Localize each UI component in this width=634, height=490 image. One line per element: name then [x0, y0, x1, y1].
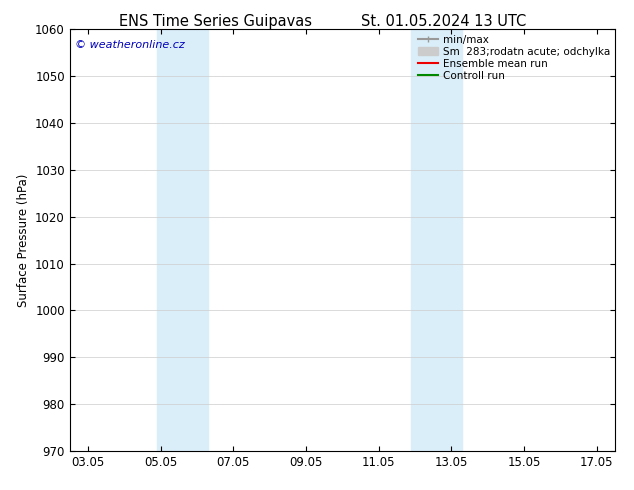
- Bar: [157, 29, 208, 451]
- Text: St. 01.05.2024 13 UTC: St. 01.05.2024 13 UTC: [361, 14, 526, 29]
- Y-axis label: Surface Pressure (hPa): Surface Pressure (hPa): [16, 173, 30, 307]
- Legend: min/max, Sm  283;rodatn acute; odchylka, Ensemble mean run, Controll run: min/max, Sm 283;rodatn acute; odchylka, …: [415, 32, 612, 83]
- Text: © weatheronline.cz: © weatheronline.cz: [75, 40, 185, 50]
- Text: ENS Time Series Guipavas: ENS Time Series Guipavas: [119, 14, 312, 29]
- Bar: [411, 29, 462, 451]
